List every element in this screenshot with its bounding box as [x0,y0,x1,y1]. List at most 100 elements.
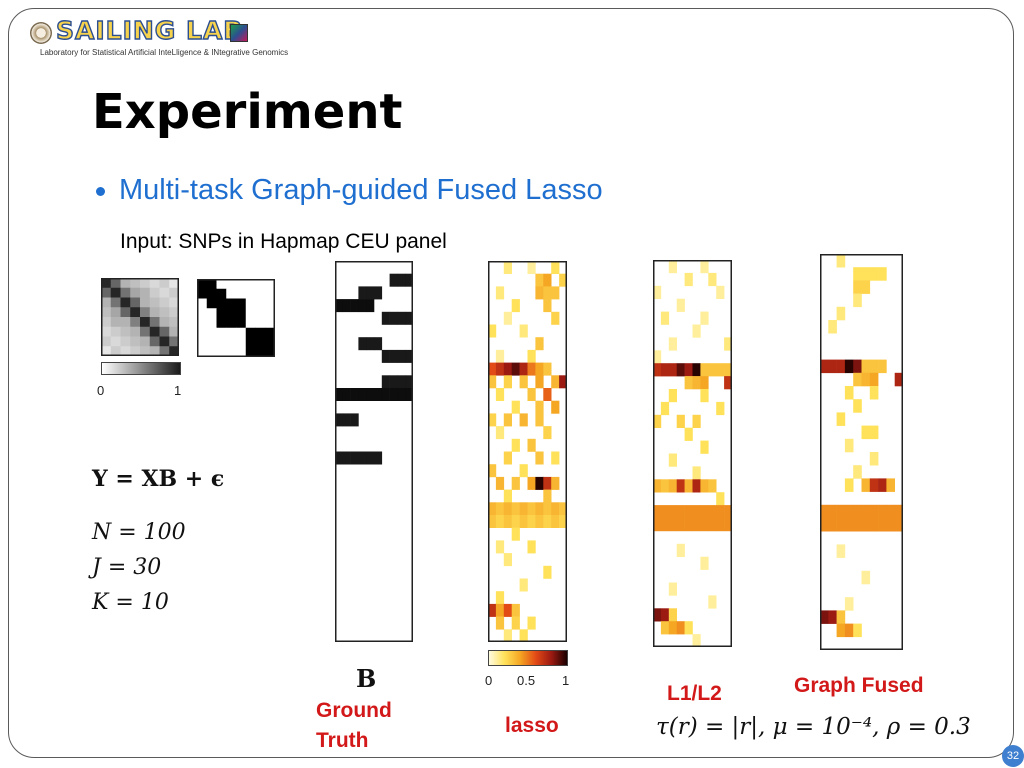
heatmap-cell [844,504,854,519]
heatmap-cell [559,502,567,516]
heatmap-cell [535,375,544,389]
heatmap-cell [861,280,871,294]
heatmap-cell [668,479,677,493]
heatmap-cell [226,318,237,329]
heatmap-cell [159,287,170,298]
heatmap-cell [886,504,895,519]
heatmap-cell [335,451,344,465]
heatmap-cell [716,492,725,506]
heatmap-cell [886,478,895,492]
gray-colorbar-max: 1 [174,383,182,398]
heatmap-cell [869,267,879,281]
heatmap-cell [495,502,505,516]
heatmap-cell [828,359,837,374]
heatmap-cell [519,324,528,338]
heatmap-cell [653,350,662,364]
heatmap-cell [130,336,141,347]
heatmap-cell [120,278,131,289]
heatmap-cell [708,479,717,493]
heatmap-cell [535,362,544,376]
heatmap-cell [405,273,413,287]
heatmap-cell [255,298,266,309]
heatmap-cell [551,375,560,389]
heatmap-cell [110,307,121,318]
heatmap-cell [551,476,560,490]
heatmap-cell [869,359,879,374]
heatmap-cell [844,597,854,611]
heatmap-cell [169,287,179,298]
heatmap-cell [684,479,693,493]
heatmap-cell [169,317,179,328]
heat-colorbar-mid: 0.5 [517,673,536,688]
heatmap-cell [861,372,871,387]
heatmap-cell [236,279,247,290]
heatmap-cell [511,299,520,313]
heatmap-cell [120,317,131,328]
heatmap-cell [660,401,670,416]
heatmap-cell [397,273,406,287]
heatmap-cell [226,308,237,319]
heatmap-cell [503,451,512,465]
heatmap-cell [495,515,505,528]
heatmap-cell [535,413,544,427]
heatmap-cell [495,349,505,363]
heatmap-cell [820,610,829,624]
ground-truth-label-line2: Truth [316,729,369,752]
heatmap-cell [861,570,871,585]
heatmap-cell [265,308,275,319]
heatmap-cell [708,363,717,377]
heatmap-cell [265,288,275,299]
heatmap-cell [828,610,837,624]
heatmap-cell [527,438,536,452]
heatmap-cell [653,479,662,493]
heatmap-cell [676,298,685,312]
heatmap-cell [511,515,520,528]
heatmap-cell [527,362,536,376]
heatmap-cell [149,287,160,298]
heatmap-cell [149,297,160,308]
heatmap-cell [692,518,701,532]
heatmap-cell [861,359,871,374]
heatmap-cell [197,337,208,348]
heatmap-border [101,278,179,356]
heatmap-cell [236,298,247,309]
heatmap-cell [110,297,121,308]
heatmap-cell [692,324,701,338]
heatmap-cell [527,388,536,401]
heatmap-cell [519,629,528,642]
heatmap-cell [503,311,512,325]
heatmap-cell [708,272,717,287]
heatmap-cell [700,260,709,274]
heatmap-cell [503,515,512,528]
heatmap-cell [120,297,131,308]
heatmap-cell [527,616,536,630]
heatmap-cell [495,388,505,401]
heatmap-cell [853,465,862,479]
heatmap-cell [149,346,160,356]
heatmap-cell [668,260,677,274]
heatmap-cell [519,578,528,592]
heatmap-cell [236,308,247,319]
heatmap-cell [389,311,398,325]
heatmap-cell [397,375,406,389]
heatmap-cell [226,347,237,357]
heatmap-cell [159,346,170,356]
heatmap-cell [197,318,208,329]
university-seal-icon [30,22,52,44]
heatmap-cell [511,502,520,516]
heatmap-cell [397,388,406,401]
heatmap-cell [853,518,862,532]
heatmap-cell [101,297,112,308]
heatmap-cell [527,515,536,528]
heatmap-cell [716,285,725,299]
heatmap-cell [503,375,512,389]
bullet-text: Multi-task Graph-guided Fused Lasso [119,174,603,206]
heatmap-cell [869,504,879,519]
heatmap-cell [853,359,862,374]
logo-name: SAILING LAB [55,15,244,45]
heatmap-cell [245,327,256,338]
heatmap-cell [149,317,160,328]
heatmap-cell [676,543,685,557]
heatmap-cell [197,298,208,309]
heatmap-cell [245,308,256,319]
